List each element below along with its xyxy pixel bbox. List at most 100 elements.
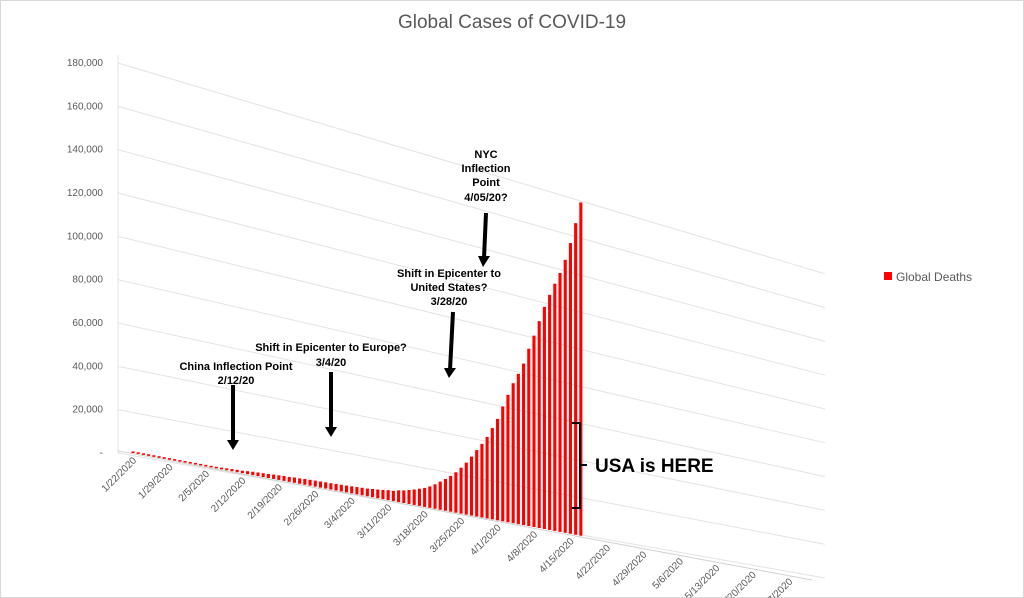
bar (193, 462, 198, 465)
bar (199, 463, 203, 466)
bar (579, 202, 583, 536)
bar (511, 383, 515, 524)
bar (469, 456, 474, 516)
bar (376, 489, 380, 499)
usa-bracket (572, 422, 587, 509)
bar (548, 294, 552, 530)
x-tick-label: 3/18/2020 (392, 509, 432, 549)
y-tick-label: 60,000 (72, 318, 103, 329)
bar (568, 243, 572, 534)
annotation-arrows (227, 212, 490, 450)
bar (464, 462, 468, 515)
bar (391, 490, 395, 502)
x-tick-label: 3/25/2020 (428, 516, 468, 556)
gridline (117, 235, 826, 410)
bar (282, 476, 286, 481)
x-tick-label: 4/15/2020 (537, 536, 577, 576)
bar (303, 479, 307, 485)
bar (574, 223, 578, 535)
bar (365, 488, 369, 497)
annotation-china-date: 2/12/20 (218, 375, 255, 387)
bar (428, 486, 432, 508)
legend-label: Global Deaths (896, 270, 972, 284)
bar (209, 465, 213, 468)
bar (558, 272, 562, 532)
gridline (117, 192, 826, 376)
bar (475, 450, 479, 517)
bar (261, 473, 265, 478)
annotation-china-title: China Inflection Point (179, 361, 292, 373)
x-tick-label: 1/29/2020 (136, 462, 176, 502)
bar (230, 469, 234, 472)
bar (407, 490, 411, 504)
bar (339, 484, 343, 492)
bar (412, 489, 416, 505)
bar (308, 479, 312, 486)
bar (136, 452, 140, 454)
bar (480, 443, 484, 518)
bar (506, 394, 510, 523)
bar (443, 479, 448, 511)
gridline (117, 322, 826, 478)
y-tick-label: 100,000 (67, 231, 104, 242)
y-tick-label: 40,000 (72, 361, 103, 372)
bar (204, 464, 208, 467)
x-tick-label: 2/12/2020 (209, 475, 249, 515)
annotation-nyc-3: Point (472, 177, 500, 189)
bar (313, 480, 317, 487)
chart-title: Global Cases of COVID-19 (398, 12, 626, 33)
x-tick-label: 2/26/2020 (282, 489, 322, 529)
bar (162, 457, 166, 459)
bar (287, 476, 291, 482)
annotation-nyc-4: 4/05/20? (464, 192, 508, 204)
gridline (117, 62, 826, 275)
y-tick-label: 80,000 (72, 275, 103, 286)
bar (277, 475, 281, 480)
x-tick-label: 4/8/2020 (505, 529, 541, 565)
x-tick-label: 1/22/2020 (100, 455, 140, 495)
arrow-nyc (478, 212, 490, 267)
arrow-china (227, 385, 239, 450)
bar (423, 487, 427, 507)
bar (433, 484, 437, 509)
bar (178, 460, 182, 462)
bar (219, 467, 224, 470)
bar (246, 471, 250, 475)
bar (537, 321, 541, 528)
x-tick-label: 5/13/2020 (683, 563, 723, 598)
bar (240, 470, 244, 474)
bar (417, 488, 421, 506)
x-tick-label: 3/11/2020 (356, 502, 395, 541)
y-tick-label: 120,000 (67, 188, 104, 199)
bar (173, 459, 177, 461)
bar (459, 467, 463, 514)
y-tick-label: 160,000 (67, 101, 104, 112)
annotation-us-date: 3/28/20 (431, 296, 468, 308)
x-tick-label: 5/27/2020 (756, 576, 796, 598)
bar (256, 472, 260, 477)
x-axis-line (117, 450, 813, 581)
y-tick-label: 20,000 (72, 405, 103, 416)
x-tick-label: 5/6/2020 (651, 556, 687, 592)
usa-here-label: USA is HERE (595, 456, 714, 477)
bar (490, 428, 494, 520)
arrow-europe (325, 372, 337, 437)
bar (214, 466, 218, 469)
x-tick-label: 4/22/2020 (574, 543, 614, 583)
bar (542, 306, 546, 529)
bar (324, 482, 328, 489)
bar (298, 478, 302, 484)
bar (454, 472, 458, 513)
gridline (117, 365, 826, 511)
annotation-europe-title: Shift in Epicenter to Europe? (255, 342, 407, 354)
x-tick-label: 2/19/2020 (246, 482, 286, 522)
bar (131, 451, 135, 453)
annotation-europe-date: 3/4/20 (316, 357, 347, 369)
bar (495, 418, 500, 521)
bar (381, 489, 385, 500)
bar (402, 490, 406, 503)
bar (350, 486, 354, 494)
bar (563, 259, 567, 533)
bar (532, 335, 536, 528)
